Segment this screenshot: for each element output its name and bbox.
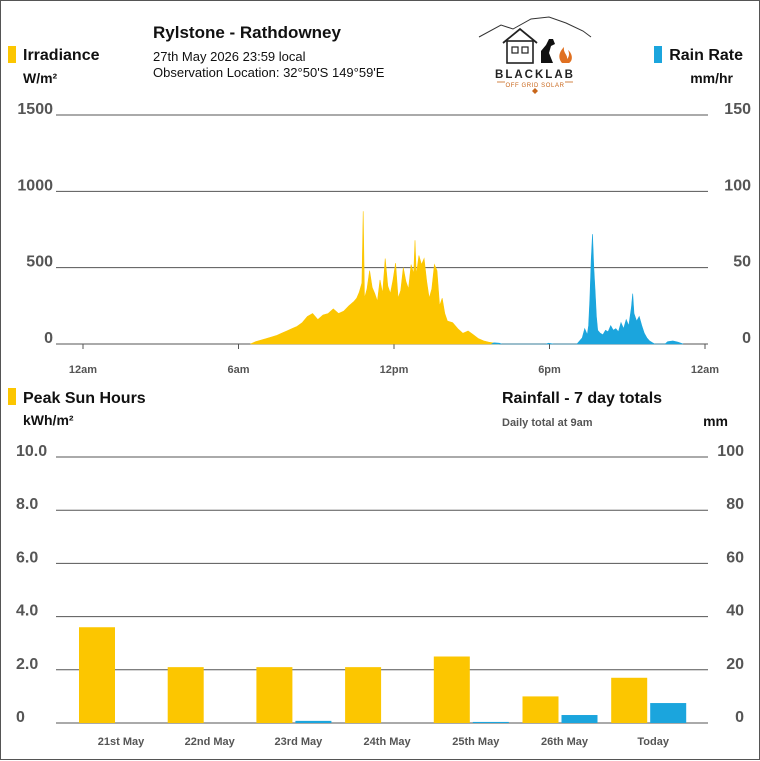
blacklab-logo: BLACKLAB OFF GRID SOLAR [478,16,592,94]
x-tick-label: 12pm [380,364,409,376]
sun-hours-tick-label: 4.0 [16,603,38,620]
rainfall-bar [472,721,509,723]
rainfall-bar [650,703,687,723]
dog-icon [541,39,555,63]
day-label: 24th May [364,736,412,748]
rainfall-bar [561,715,598,723]
sun-hours-bar [79,627,115,723]
rainfall-subtitle: Daily total at 9am [502,417,593,429]
logo-brand: BLACKLAB [495,69,575,81]
rain-rate-series [491,234,684,345]
rainfall-tick-label: 80 [726,496,744,513]
irradiance-series [250,211,500,345]
campfire-icon [559,47,572,63]
irradiance-tick-label: 0 [44,330,53,347]
rainfall-tick-label: 100 [717,443,744,460]
sun-hours-unit: kWh/m² [23,412,74,428]
rainfall-tick-label: 20 [726,656,744,673]
sun-hours-bar [345,667,382,723]
sun-hours-rainfall-chart: 10.0 8.0 6.0 4.0 2.0 0 100 80 60 40 20 0 21st May 22n… [16,443,744,748]
irradiance-legend-swatch [8,46,16,63]
sun-hours-bar [611,677,648,723]
x-tick-label: 6am [227,364,249,376]
rain-rate-unit: mm/hr [690,70,733,86]
rainfall-unit: mm [703,413,728,429]
rain-rate-tick-label: 0 [742,330,751,347]
rainfall-axis-title: Rainfall - 7 day totals [502,390,662,407]
day-label: 23rd May [275,736,324,748]
sun-hours-tick-label: 2.0 [16,656,38,673]
sun-hours-tick-label: 0 [16,709,25,726]
station-title: Rylstone - Rathdowney [153,23,342,42]
day-label: 21st May [98,736,145,748]
sun-hours-tick-label: 8.0 [16,496,38,513]
cabin-icon [506,40,534,64]
x-tick-label: 12am [69,364,97,376]
x-tick-label: 6pm [538,364,561,376]
rain-rate-tick-label: 100 [724,177,751,194]
sun-hours-tick-label: 10.0 [16,443,47,460]
sun-hours-bar [256,667,293,723]
irradiance-tick-label: 500 [26,254,53,271]
rain-rate-axis-title: Rain Rate [669,47,743,64]
rainfall-tick-label: 0 [735,709,744,726]
sun-hours-tick-label: 6.0 [16,549,38,566]
irradiance-axis-title: Irradiance [23,47,100,64]
observation-location: Observation Location: 32°50'S 149°59'E [153,65,385,80]
timestamp: 27th May 2026 23:59 local [153,49,306,64]
irradiance-unit: W/m² [23,70,58,86]
day-label: 22nd May [185,736,236,748]
logo-tagline: OFF GRID SOLAR [505,83,564,89]
rain-rate-tick-label: 150 [724,101,751,118]
irradiance-tick-label: 1500 [17,101,53,118]
rain-rate-legend-swatch [654,46,662,63]
irradiance-tick-label: 1000 [17,177,53,194]
day-label: 26th May [541,736,589,748]
rain-rate-tick-label: 50 [733,254,751,271]
rainfall-tick-label: 60 [726,549,744,566]
sun-hours-bar [167,667,204,723]
x-tick-label: 12am [691,364,719,376]
day-label: Today [637,736,669,748]
day-label: 25th May [452,736,500,748]
rainfall-bar [295,720,332,723]
sun-hours-bar [433,656,470,723]
sun-hours-axis-title: Peak Sun Hours [23,390,146,407]
rainfall-tick-label: 40 [726,603,744,620]
sun-hours-bar [522,696,559,723]
sun-hours-legend-swatch [8,388,16,405]
